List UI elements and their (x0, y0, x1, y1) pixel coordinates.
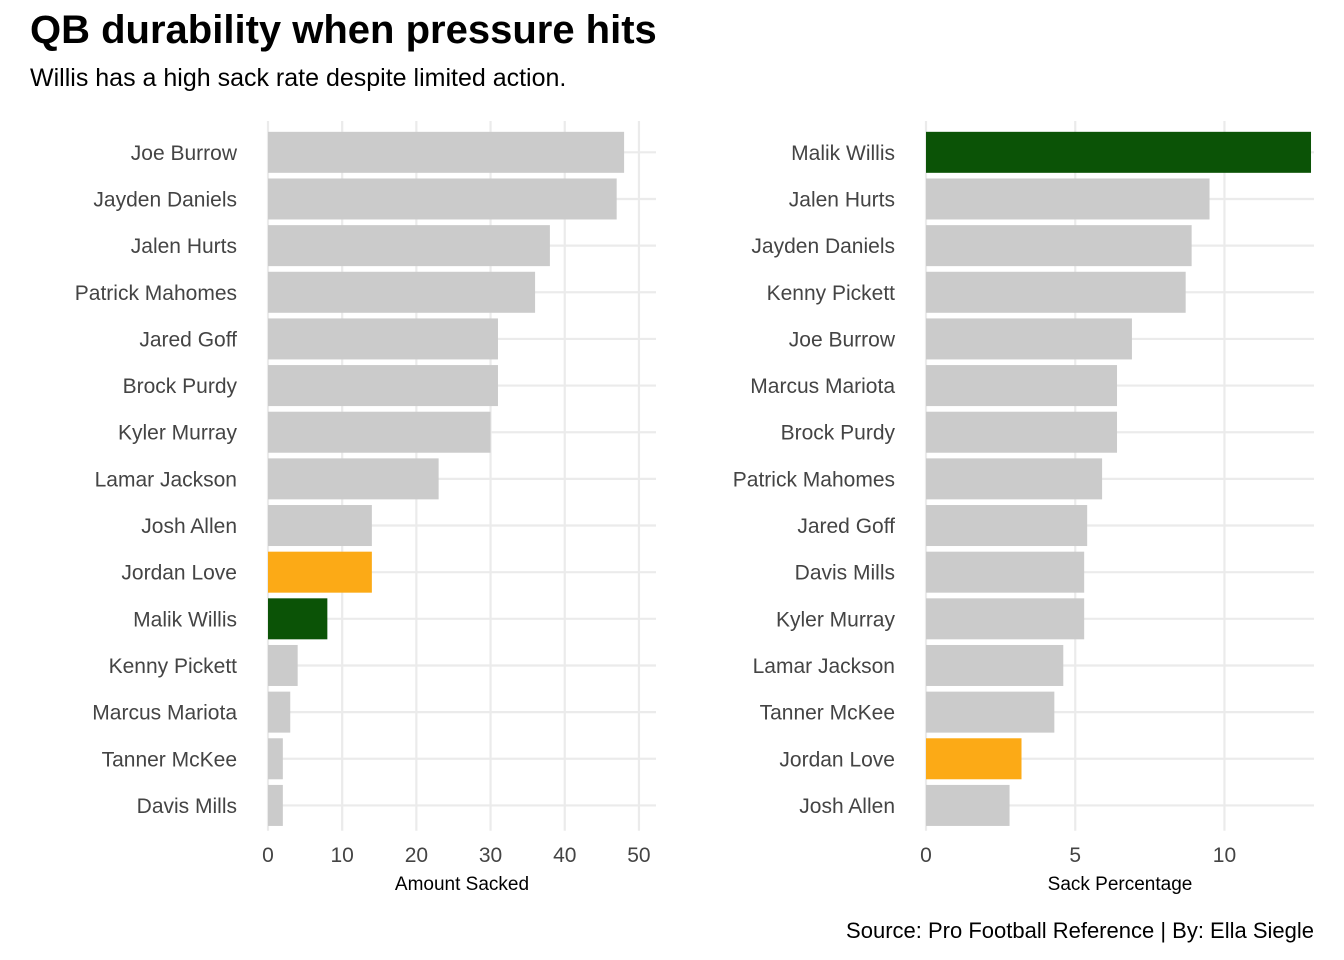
bar-sacks-jared-goff (268, 318, 498, 360)
category-label: Patrick Mahomes (75, 282, 237, 305)
category-label: Jordan Love (121, 562, 237, 585)
category-label: Marcus Mariota (750, 375, 895, 398)
category-label: Jordan Love (779, 748, 895, 771)
bar-sacks-kyler-murray (268, 411, 491, 453)
category-label: Patrick Mahomes (733, 468, 895, 491)
category-label: Kyler Murray (118, 422, 238, 445)
category-label: Jalen Hurts (131, 235, 237, 258)
category-label: Marcus Mariota (92, 702, 237, 725)
bar-sack-pct-tanner-mckee (926, 691, 1055, 733)
category-label: Joe Burrow (131, 142, 238, 165)
x-axis-title: Sack Percentage (1048, 874, 1193, 895)
bar-sacks-brock-purdy (268, 365, 498, 407)
category-label: Malik Willis (791, 142, 895, 165)
category-label: Kenny Pickett (109, 655, 238, 678)
chart-subtitle: Willis has a high sack rate despite limi… (30, 64, 567, 92)
category-label: Jared Goff (139, 328, 237, 351)
category-label: Kenny Pickett (767, 282, 896, 305)
x-tick-label: 10 (331, 844, 354, 867)
bar-sack-pct-patrick-mahomes (926, 458, 1103, 500)
x-tick-label: 50 (627, 844, 650, 867)
source-caption: Source: Pro Football Reference | By: Ell… (846, 918, 1314, 943)
category-label: Davis Mills (137, 795, 237, 818)
category-label: Tanner McKee (102, 748, 237, 771)
category-label: Lamar Jackson (753, 655, 895, 678)
bar-sack-pct-kenny-pickett (926, 271, 1186, 313)
bar-sacks-tanner-mckee (268, 738, 283, 780)
x-axis-title: Amount Sacked (395, 874, 529, 895)
x-tick-label: 5 (1069, 844, 1081, 867)
bar-sacks-jordan-love (268, 551, 372, 593)
bar-sack-pct-brock-purdy (926, 411, 1118, 453)
chart-title: QB durability when pressure hits (30, 8, 657, 52)
category-label: Malik Willis (133, 608, 237, 631)
bar-sack-pct-jalen-hurts (926, 178, 1210, 220)
category-label: Jared Goff (797, 515, 895, 538)
category-label: Tanner McKee (760, 702, 895, 725)
bar-sacks-jayden-daniels (268, 178, 617, 220)
category-label: Davis Mills (795, 562, 895, 585)
category-label: Lamar Jackson (95, 468, 237, 491)
category-label: Josh Allen (799, 795, 895, 818)
x-tick-label: 10 (1213, 844, 1236, 867)
category-label: Brock Purdy (123, 375, 238, 398)
bar-sack-pct-kyler-murray (926, 598, 1085, 640)
bar-sack-pct-jared-goff (926, 505, 1088, 547)
bar-sack-pct-malik-willis (926, 131, 1312, 173)
x-tick-label: 30 (479, 844, 502, 867)
bar-sack-pct-josh-allen (926, 784, 1010, 826)
bar-sacks-jalen-hurts (268, 225, 550, 267)
bar-sack-pct-davis-mills (926, 551, 1085, 593)
bar-sacks-marcus-mariota (268, 691, 291, 733)
bar-sack-pct-marcus-mariota (926, 365, 1118, 407)
x-tick-label: 20 (405, 844, 428, 867)
category-label: Jayden Daniels (751, 235, 895, 258)
x-tick-label: 40 (553, 844, 576, 867)
bar-sack-pct-jayden-daniels (926, 225, 1192, 267)
category-label: Jalen Hurts (789, 188, 895, 211)
category-label: Josh Allen (141, 515, 237, 538)
bar-sacks-malik-willis (268, 598, 328, 640)
bar-sacks-joe-burrow (268, 131, 625, 173)
x-tick-label: 0 (920, 844, 932, 867)
bar-sacks-kenny-pickett (268, 644, 298, 686)
bar-sack-pct-lamar-jackson (926, 644, 1064, 686)
category-label: Kyler Murray (776, 608, 896, 631)
bar-sacks-patrick-mahomes (268, 271, 536, 313)
x-tick-label: 0 (262, 844, 274, 867)
category-label: Jayden Daniels (93, 188, 237, 211)
bar-sacks-josh-allen (268, 505, 372, 547)
category-label: Joe Burrow (789, 328, 896, 351)
bar-sacks-davis-mills (268, 784, 283, 826)
bar-sack-pct-joe-burrow (926, 318, 1132, 360)
bar-sack-pct-jordan-love (926, 738, 1022, 780)
category-label: Brock Purdy (781, 422, 896, 445)
bar-sacks-lamar-jackson (268, 458, 439, 500)
